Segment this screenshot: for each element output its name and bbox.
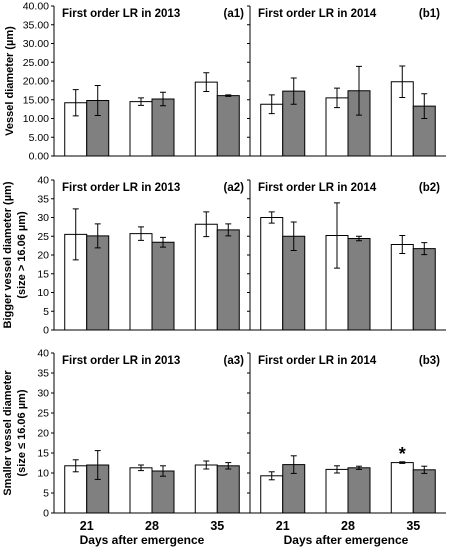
bar — [64, 465, 88, 514]
y-tick-label: 5 — [43, 488, 49, 500]
bar — [412, 248, 436, 331]
panel-title: First order LR in 2014 — [258, 182, 377, 194]
panel-label: (b1) — [419, 8, 440, 20]
y-axis-label: Smaller vessel diameter — [2, 370, 14, 496]
x-axis-label: Days after emergence — [284, 533, 409, 547]
y-axis-label: Vessel diameter (µm) — [4, 26, 16, 136]
panel-label: (a2) — [224, 182, 245, 194]
panel-b3: First order LR in 2014 (b3) * 21 28 35 — [247, 352, 446, 533]
bar — [129, 101, 153, 157]
significance-marker: * — [399, 444, 406, 464]
bar — [347, 467, 371, 514]
y-tick-label: 30 — [37, 212, 49, 224]
bar — [390, 244, 414, 331]
y-axis-label: (size > 16.06 µm) — [16, 211, 28, 299]
y-tick-label: 20.00 — [23, 76, 49, 88]
y-tick-label: 25 — [37, 231, 49, 243]
y-tick-label: 20 — [37, 250, 49, 262]
y-tick-label: 30 — [37, 388, 49, 400]
panel-title: First order LR in 2014 — [258, 355, 377, 367]
bar — [260, 475, 284, 514]
bar — [151, 241, 175, 331]
bar — [325, 468, 349, 514]
x-tick-label: 35 — [210, 519, 224, 533]
panel-title: First order LR in 2014 — [258, 8, 377, 20]
y-tick-label: 10.00 — [23, 113, 49, 125]
panel-a2: 0 5 10 15 20 25 30 35 40 First order LR in 2013 (a… — [2, 175, 250, 337]
bar — [216, 95, 240, 157]
bar — [194, 81, 218, 157]
panel-b1: First order LR in 2014 (b1) — [247, 5, 446, 157]
bar — [86, 235, 110, 331]
bar — [216, 229, 240, 331]
y-tick-label: 35 — [37, 193, 49, 205]
y-tick-label: 35.00 — [23, 19, 49, 31]
bar — [347, 238, 371, 331]
y-tick-label: 25 — [37, 408, 49, 420]
y-tick-label: 5 — [43, 306, 49, 318]
y-axis-label: (size ≤ 16.06 µm) — [16, 389, 28, 476]
bar — [129, 467, 153, 514]
panel-label: (b2) — [419, 182, 440, 194]
y-tick-label: 15 — [37, 268, 49, 280]
y-tick-label: 30.00 — [23, 38, 49, 50]
panel-label: (a1) — [224, 8, 245, 20]
y-tick-label: 25.00 — [23, 57, 49, 69]
panel-a1: 0.00 5.00 10.00 15.00 20.00 25.00 30.00 35.00 40… — [4, 1, 250, 163]
y-tick-label: 15.00 — [23, 94, 49, 106]
y-tick-label: 35 — [37, 368, 49, 380]
panel-title: First order LR in 2013 — [62, 182, 180, 194]
panel-label: (a3) — [224, 355, 245, 367]
panel-label: (b3) — [419, 355, 440, 367]
y-tick-label: 0.00 — [29, 151, 50, 163]
x-tick-label: 35 — [406, 519, 420, 533]
x-axis-label: Days after emergence — [80, 533, 205, 547]
y-tick-label: 15 — [37, 448, 49, 460]
bar — [260, 217, 284, 331]
y-tick-label: 5.00 — [29, 132, 50, 144]
x-tick-label: 21 — [276, 519, 290, 533]
panel-a3: 0 5 10 15 20 25 30 35 40 First order LR in 2013 (a… — [2, 348, 250, 533]
y-tick-label: 40 — [37, 175, 49, 187]
y-tick-label: 20 — [37, 428, 49, 440]
bar — [129, 233, 153, 331]
x-tick-label: 28 — [145, 519, 159, 533]
y-axis-label: Bigger vessel diameter (µm) — [2, 181, 14, 328]
y-tick-label: 10 — [37, 468, 49, 480]
bar — [390, 462, 414, 514]
bar — [194, 464, 218, 514]
x-tick-label: 28 — [341, 519, 355, 533]
panel-b2: First order LR in 2014 (b2) — [247, 179, 446, 331]
bar — [194, 223, 218, 331]
bar — [216, 465, 240, 514]
panel-title: First order LR in 2013 — [62, 8, 180, 20]
y-tick-label: 0 — [43, 508, 49, 520]
y-tick-label: 40 — [37, 348, 49, 360]
bar — [151, 98, 175, 157]
y-tick-label: 40.00 — [23, 1, 49, 13]
panel-title: First order LR in 2013 — [62, 355, 180, 367]
bar — [412, 469, 436, 514]
y-tick-label: 0 — [43, 325, 49, 337]
y-tick-label: 10 — [37, 287, 49, 299]
x-tick-label: 21 — [80, 519, 94, 533]
bar — [151, 470, 175, 514]
